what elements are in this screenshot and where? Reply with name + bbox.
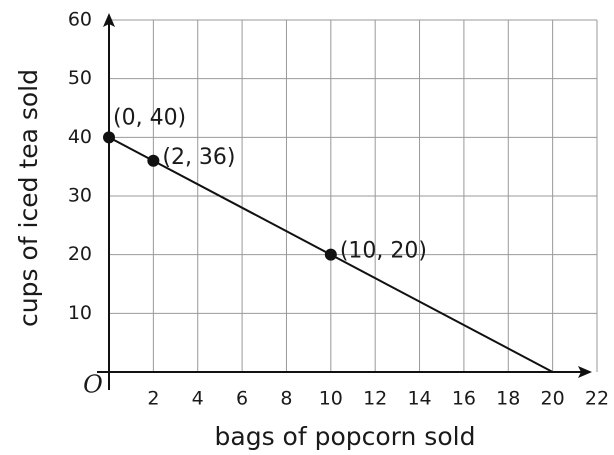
x-tick-label: 8: [280, 388, 292, 410]
point-label: (2, 36): [162, 145, 235, 170]
y-tick-label: 20: [68, 243, 92, 265]
x-tick-label: 14: [407, 388, 431, 410]
point-label: (10, 20): [340, 239, 427, 264]
y-tick-label: 60: [68, 9, 92, 31]
x-tick-label: 4: [192, 388, 204, 410]
point: [103, 131, 115, 144]
x-tick-label: 2: [147, 388, 159, 410]
x-axis-arrow: [578, 366, 592, 378]
x-tick-label: 18: [496, 388, 520, 410]
x-tick-label: 22: [585, 388, 609, 410]
x-tick-label: 6: [236, 388, 248, 410]
y-tick-label: 40: [68, 126, 92, 148]
point: [147, 154, 160, 167]
y-tick-label: 50: [68, 67, 92, 89]
x-tick-label: 16: [452, 388, 476, 410]
origin-label: O: [83, 371, 103, 399]
point: [324, 248, 337, 261]
y-axis-label: cups of iced tea sold: [14, 69, 43, 327]
x-tick-label: 10: [319, 388, 343, 410]
y-axis-arrow: [103, 13, 115, 27]
x-tick-label: 20: [541, 388, 565, 410]
point-label: (0, 40): [113, 105, 186, 130]
y-tick-label: 30: [68, 185, 92, 207]
x-axis-label: bags of popcorn sold: [215, 422, 476, 451]
x-tick-label: 12: [363, 388, 387, 410]
y-tick-label: 10: [68, 302, 92, 324]
